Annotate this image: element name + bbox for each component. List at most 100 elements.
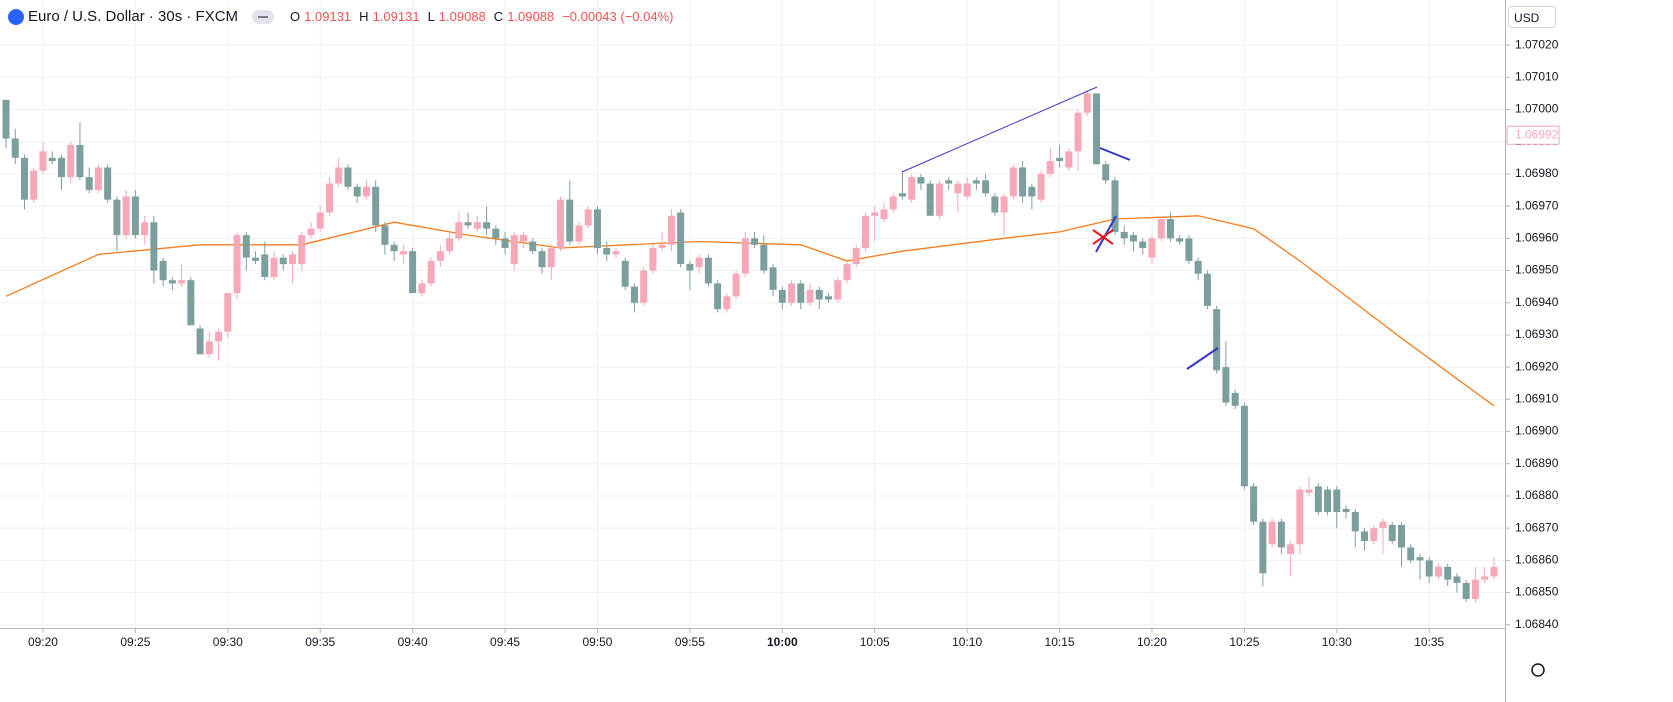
high-key: H [359, 9, 369, 24]
y-tick-label: 1.06880 [1515, 488, 1559, 502]
candle-body [1250, 486, 1258, 522]
candle-body [131, 196, 139, 236]
candle-body [409, 251, 417, 294]
y-tick-label: 1.06850 [1515, 585, 1559, 599]
candle-body [1037, 173, 1045, 200]
x-tick-label: 09:20 [28, 635, 58, 649]
candle-body [1231, 392, 1239, 406]
candle-body [695, 257, 703, 268]
candle-body [1259, 521, 1267, 574]
candle-body [501, 238, 509, 248]
candle-body [852, 247, 860, 265]
y-tick-label: 1.06950 [1515, 263, 1559, 277]
candle-body [1157, 218, 1165, 239]
candle-body [603, 247, 611, 255]
candle-body [778, 289, 786, 303]
candle-body [723, 296, 731, 310]
x-tick-label: 09:30 [213, 635, 243, 649]
change: −0.00043 (−0.04%) [562, 9, 674, 24]
y-tick-label: 1.07020 [1515, 37, 1559, 51]
x-tick-label: 10:30 [1322, 635, 1352, 649]
candle-body [1397, 524, 1405, 548]
candle-body [1351, 512, 1359, 532]
symbol-title: Euro / U.S. Dollar · 30s · FXCM [28, 8, 239, 25]
candle-body [159, 260, 167, 281]
candle-body [1240, 405, 1248, 487]
candle-body [372, 186, 380, 226]
candle-body [982, 180, 990, 194]
currency-button[interactable]: USD [1508, 6, 1556, 28]
toggle[interactable] [252, 9, 275, 24]
candle-body [788, 283, 796, 303]
x-tick-label: 09:35 [305, 635, 335, 649]
y-tick-label: 1.06840 [1515, 617, 1559, 631]
candle-body [57, 157, 65, 178]
candle-body [677, 212, 685, 265]
candle-body [446, 238, 454, 252]
candle-body [584, 209, 592, 226]
y-tick-label: 1.06930 [1515, 327, 1559, 341]
candle-body [390, 244, 398, 252]
candle-body [1046, 161, 1054, 174]
candle-body [1268, 521, 1276, 545]
open-value: 1.09131 [304, 9, 352, 24]
candle-body [834, 280, 842, 300]
candle-body [252, 257, 260, 261]
candle-body [1129, 235, 1137, 242]
candle-body [1074, 112, 1082, 152]
x-tick-label: 09:55 [675, 635, 705, 649]
candle-body [815, 289, 823, 300]
candle-body [1416, 557, 1424, 561]
low-value: 1.09088 [438, 9, 486, 24]
y-tick-label: 1.06940 [1515, 295, 1559, 309]
candle-body [640, 270, 648, 303]
candle-body [1425, 560, 1433, 577]
candle-body [806, 289, 814, 303]
candle-body [1019, 167, 1027, 197]
candle-body [94, 167, 102, 191]
candle-body [547, 247, 555, 268]
candle-body [658, 244, 666, 248]
x-tick-label: 09:25 [120, 635, 150, 649]
y-tick-label: 1.07010 [1515, 69, 1559, 83]
candle-body [843, 264, 851, 281]
pen-stroke [1186, 347, 1219, 370]
candle-body [20, 157, 28, 200]
y-tick-label: 1.06920 [1515, 359, 1559, 373]
candle-body [353, 186, 361, 197]
candle-body [1102, 164, 1110, 181]
candle-body [1083, 93, 1091, 113]
price-marker [1506, 125, 1560, 145]
candle-body [510, 235, 518, 265]
candle-body [473, 222, 481, 229]
candle-body [196, 328, 204, 355]
candle-body [1009, 167, 1017, 197]
candle-body [686, 264, 694, 271]
candle-body [1453, 576, 1461, 583]
candle-body [298, 235, 306, 265]
candle-body [1148, 238, 1156, 258]
candle-body [1361, 531, 1369, 542]
axes: 1.070201.070101.070001.069901.069801.069… [28, 37, 1560, 649]
candle-body [113, 199, 121, 236]
settings-icon[interactable] [1531, 663, 1545, 677]
price-marker-label: 1.06992 [1515, 127, 1559, 141]
candle-body [325, 183, 333, 213]
candle-body [1471, 579, 1479, 600]
grid [0, 0, 1505, 628]
candle-body [464, 222, 472, 226]
candle-body [1407, 547, 1415, 561]
candle-body [492, 228, 500, 239]
candle-body [224, 293, 232, 332]
candle-body [399, 251, 407, 255]
x-tick-label: 10:15 [1045, 635, 1075, 649]
x-tick-label: 10:35 [1414, 635, 1444, 649]
candle-body [1324, 489, 1332, 513]
candle-body [557, 199, 565, 248]
candle-body [1305, 489, 1313, 493]
legend-header: Euro / U.S. Dollar · 30s · FXCM O 1.09131… [8, 8, 674, 25]
candle-body [215, 331, 223, 342]
drawings [901, 86, 1219, 370]
candle-body [741, 238, 749, 274]
candle-body [288, 254, 296, 265]
